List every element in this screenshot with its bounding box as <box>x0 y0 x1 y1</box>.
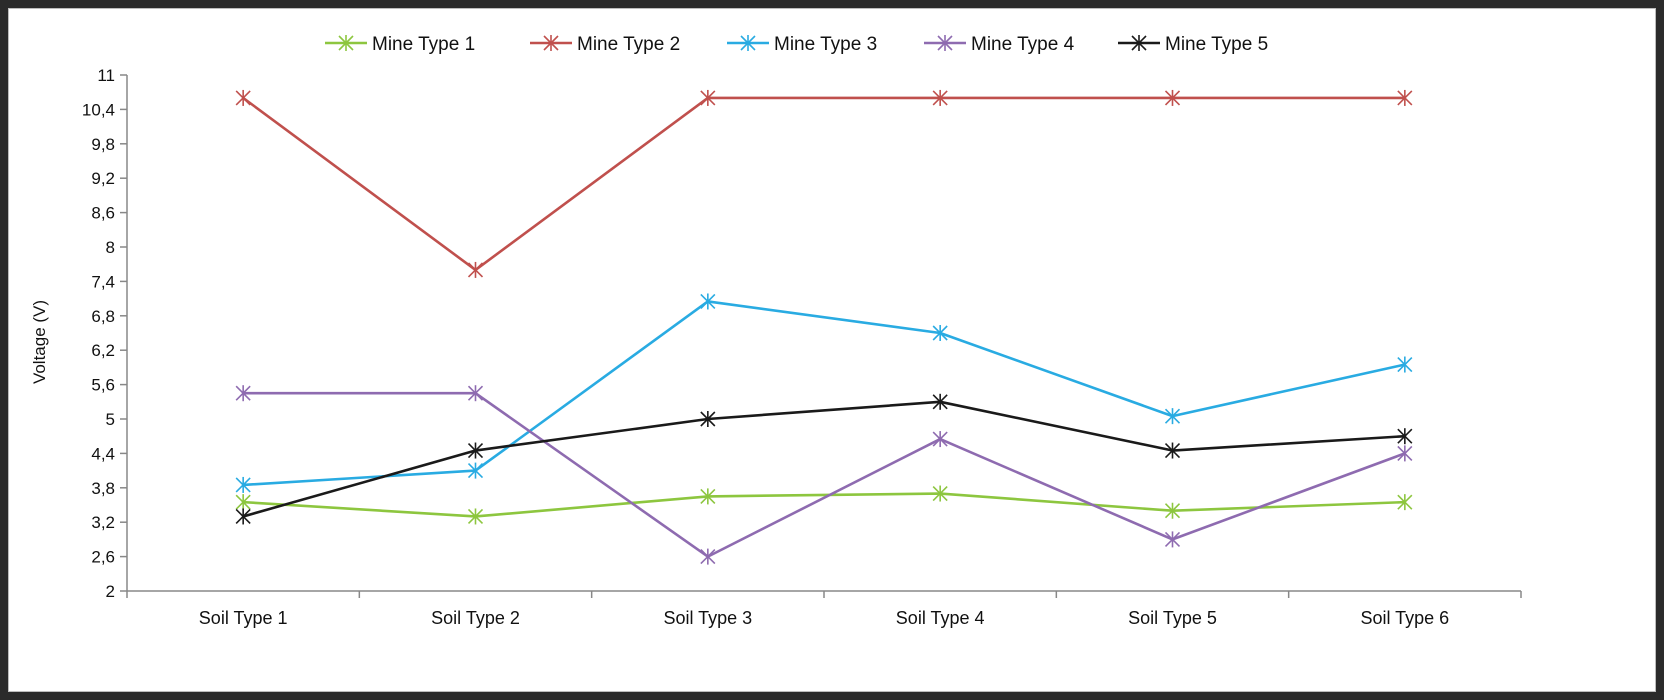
series-line <box>243 391 1406 558</box>
data-point <box>235 494 251 511</box>
data-point <box>467 261 484 278</box>
series-line <box>242 400 1405 518</box>
y-axis: 2 2,6 3,2 3,8 4,4 5 5,6 6,2 6,8 7,4 8 8,6 9,2 9,8 10,4… <box>82 66 128 601</box>
legend: Mine Type 1 Mine Type 2 Mine Type 3 Mine Ty… <box>325 34 1268 55</box>
y-tick-label: 4,4 <box>91 444 115 463</box>
data-point <box>1397 445 1413 462</box>
data-point <box>235 89 251 106</box>
data-point <box>467 385 484 402</box>
data-point <box>700 293 716 310</box>
legend-label: Mine Type 5 <box>1165 34 1268 55</box>
series-line <box>243 300 1406 487</box>
data-point <box>700 89 716 106</box>
series-3 <box>235 293 1413 493</box>
series-4 <box>235 385 1413 565</box>
data-point <box>1164 502 1181 519</box>
data-point <box>932 485 948 502</box>
series-line <box>242 96 1405 272</box>
y-tick-label: 6,2 <box>91 341 115 360</box>
x-tick-label: Soil Type 1 <box>199 608 288 628</box>
data-point <box>467 462 484 479</box>
data-point <box>467 442 484 459</box>
legend-label: Mine Type 3 <box>774 34 877 55</box>
x-tick-label: Soil Type 2 <box>431 608 520 628</box>
data-point <box>235 385 251 402</box>
legend-label: Mine Type 4 <box>971 34 1075 55</box>
y-tick-label: 10,4 <box>82 100 115 119</box>
y-tick-label: 2 <box>106 582 115 601</box>
series-line <box>243 492 1405 518</box>
y-tick-label: 8 <box>106 238 115 257</box>
data-point <box>700 488 716 505</box>
legend-marker <box>338 35 354 51</box>
data-point <box>1397 89 1413 106</box>
data-point <box>235 476 251 493</box>
data-point <box>700 411 716 427</box>
data-point <box>1397 356 1413 373</box>
y-tick-label: 9,8 <box>91 135 115 154</box>
data-point <box>1164 89 1181 106</box>
y-tick-label: 5,6 <box>91 376 115 395</box>
y-tick-label: 5 <box>106 410 115 429</box>
data-point <box>1397 494 1413 511</box>
data-point <box>235 508 251 525</box>
data-point <box>932 325 948 341</box>
legend-marker <box>1131 35 1147 51</box>
chart-frame: Mine Type 1 Mine Type 2 Mine Type 3 Mine Ty… <box>8 8 1656 692</box>
y-tick-label: 11 <box>97 66 115 85</box>
y-tick-label: 6,8 <box>91 307 115 326</box>
legend-marker <box>937 35 953 51</box>
y-tick-label: 7,4 <box>91 272 115 291</box>
data-point <box>932 393 948 410</box>
series-1 <box>235 485 1413 525</box>
data-point <box>932 89 948 106</box>
x-tick-label: Soil Type 5 <box>1128 608 1217 628</box>
data-point <box>467 508 484 525</box>
data-point <box>1164 531 1181 548</box>
data-point <box>1397 428 1413 445</box>
y-tick-label: 2,6 <box>91 548 115 567</box>
legend-item: Mine Type 3 <box>727 34 877 55</box>
data-point <box>1164 442 1181 459</box>
y-axis-title: Voltage (V) <box>30 300 49 384</box>
legend-item: Mine Type 1 <box>325 34 475 55</box>
data-point <box>700 548 716 565</box>
x-axis: Soil Type 1 Soil Type 2 Soil Type 3 Soil Ty… <box>126 590 1522 628</box>
series-5 <box>235 393 1413 525</box>
series-2 <box>235 89 1413 278</box>
y-tick-label: 8,6 <box>91 204 115 223</box>
legend-item: Mine Type 5 <box>1118 34 1268 55</box>
data-point <box>932 431 948 448</box>
legend-marker <box>740 35 756 51</box>
data-point <box>1164 408 1181 425</box>
legend-item: Mine Type 2 <box>530 34 680 55</box>
y-tick-label: 9,2 <box>91 169 115 188</box>
series-group <box>235 89 1413 565</box>
legend-item: Mine Type 4 <box>924 34 1075 55</box>
x-tick-label: Soil Type 6 <box>1360 608 1449 628</box>
legend-label: Mine Type 1 <box>372 34 475 55</box>
x-tick-label: Soil Type 4 <box>896 608 985 628</box>
x-tick-label: Soil Type 3 <box>663 608 752 628</box>
y-tick-label: 3,8 <box>91 479 115 498</box>
y-tick-label: 3,2 <box>91 513 115 532</box>
line-chart: Mine Type 1 Mine Type 2 Mine Type 3 Mine Ty… <box>30 34 1522 628</box>
legend-label: Mine Type 2 <box>577 34 680 55</box>
legend-marker <box>543 35 559 51</box>
